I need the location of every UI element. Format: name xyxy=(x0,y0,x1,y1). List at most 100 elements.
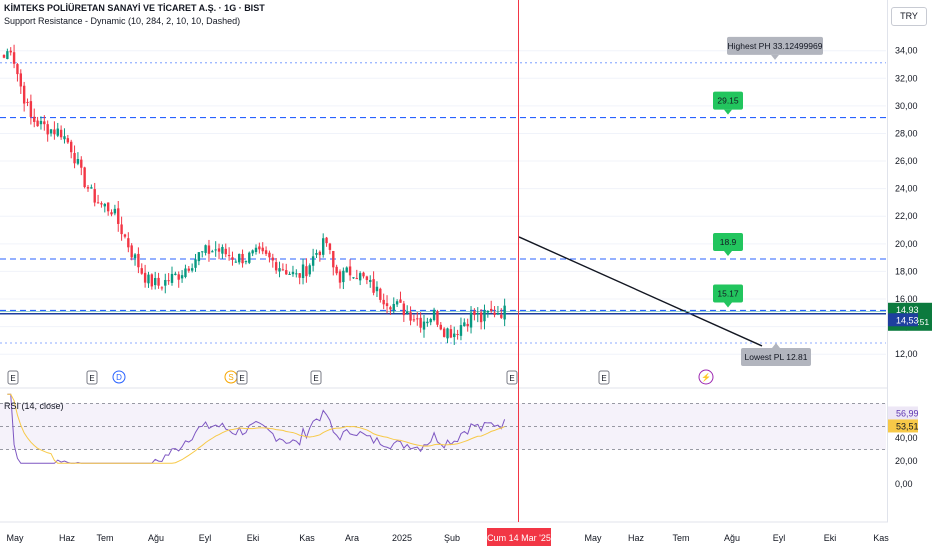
level-callout-label: Highest PH 33.12499969 xyxy=(728,41,823,51)
level-callout-label: 18.9 xyxy=(720,237,737,247)
time-tick-label: Kas xyxy=(299,533,315,543)
last-price-label: 14,93 xyxy=(896,305,919,315)
candle-body xyxy=(113,208,117,214)
chart-title: KİMTEKS POLİÜRETAN SANAYİ VE TİCARET A.Ş… xyxy=(4,3,265,13)
candle-body xyxy=(416,318,419,320)
candle-body xyxy=(211,251,214,253)
event-markers[interactable]: E E D S E E E E ⚡ xyxy=(7,369,714,385)
candle-body xyxy=(90,187,93,189)
rsi-value-badge xyxy=(888,406,918,420)
price-tick-label: 12,00 xyxy=(895,349,918,359)
candle-body xyxy=(80,159,83,168)
candle-body xyxy=(291,271,295,275)
candle-body xyxy=(352,277,355,279)
candle-body xyxy=(288,273,291,275)
candle-body xyxy=(130,245,133,258)
candle-body xyxy=(251,250,254,254)
candle-body xyxy=(355,278,358,280)
currency-button[interactable]: TRY xyxy=(891,7,927,26)
price-tick-label: 34,00 xyxy=(895,46,918,56)
time-tick-label: Eyl xyxy=(773,533,786,543)
price-candles xyxy=(2,44,506,345)
candle-body xyxy=(224,248,227,255)
candle-body xyxy=(439,324,442,330)
candle-body xyxy=(187,268,190,271)
candle-body xyxy=(261,247,264,252)
candle-body xyxy=(100,203,103,205)
prev-close-badge xyxy=(888,313,918,327)
level-callout-label: 29.15 xyxy=(717,96,739,106)
candle-body xyxy=(385,303,389,307)
candle-body xyxy=(46,124,49,135)
time-tick-label: May xyxy=(584,533,602,543)
level-callout xyxy=(713,91,743,110)
candle-body xyxy=(453,333,456,338)
candle-body xyxy=(70,141,73,153)
candle-body xyxy=(150,274,154,287)
candle-body xyxy=(56,128,59,136)
candle-body xyxy=(180,275,184,279)
candle-body xyxy=(86,187,90,189)
date-highlight-badge xyxy=(487,528,551,546)
candle-body xyxy=(449,329,453,338)
candle-body xyxy=(311,256,315,266)
price-tick-label: 18,00 xyxy=(895,266,918,276)
time-tick-label: Ara xyxy=(345,533,359,543)
indicator-name[interactable]: Support Resistance - Dynamic (10, 284, 2… xyxy=(4,16,241,26)
time-tick-label: Kas xyxy=(873,533,889,543)
rsi-ma-label: 53,51 xyxy=(896,421,919,431)
candle-body xyxy=(83,167,86,188)
candle-body xyxy=(264,250,268,254)
candle-body xyxy=(244,261,248,263)
candle-body xyxy=(43,121,46,125)
candle-body xyxy=(49,129,53,134)
candle-body xyxy=(154,278,157,286)
candle-body xyxy=(36,120,39,127)
candle-body xyxy=(389,307,392,310)
time-tick-label: Ağu xyxy=(724,533,740,543)
price-tick-label: 28,00 xyxy=(895,128,918,138)
time-tick-label: 2025 xyxy=(392,533,412,543)
candle-body xyxy=(231,257,234,260)
earnings-marker-label: E xyxy=(509,374,514,383)
candle-body xyxy=(2,54,6,58)
earnings-marker xyxy=(86,370,98,385)
candle-body xyxy=(26,101,29,103)
candle-body xyxy=(16,64,19,75)
candle-body xyxy=(459,325,463,336)
candle-body xyxy=(66,138,70,143)
candle-body xyxy=(490,308,493,311)
candle-body xyxy=(160,287,164,289)
candle-body xyxy=(157,277,160,286)
level-callout xyxy=(741,348,811,367)
level-callout xyxy=(713,233,743,252)
level-callout-label: 15.17 xyxy=(717,288,739,298)
rsi-tick-label: 40,00 xyxy=(895,433,918,443)
candle-body xyxy=(12,52,16,64)
candle-body xyxy=(184,268,187,278)
time-tick-label: Tem xyxy=(672,533,689,543)
support-resistance-levels xyxy=(0,62,886,347)
price-tick-label: 22,00 xyxy=(895,211,918,221)
candle-body xyxy=(73,152,76,164)
earnings-marker-label: E xyxy=(313,374,318,383)
rsi-label[interactable]: RSI (14, close) xyxy=(4,401,64,411)
candle-body xyxy=(369,279,372,282)
candle-body xyxy=(479,312,483,323)
candle-body xyxy=(110,212,113,215)
candle-body xyxy=(332,250,335,268)
candle-body xyxy=(338,271,342,283)
earnings-marker-label: E xyxy=(601,374,606,383)
level-callout xyxy=(727,36,823,55)
candle-body xyxy=(375,286,379,292)
candle-body xyxy=(285,270,288,275)
candle-body xyxy=(258,246,261,250)
candle-body xyxy=(217,248,221,252)
earnings-marker xyxy=(506,370,518,385)
candle-body xyxy=(167,280,170,282)
candle-body xyxy=(301,264,305,279)
candle-body xyxy=(295,273,298,275)
price-gridlines xyxy=(0,50,886,355)
rsi-tick-label: 0,00 xyxy=(895,479,913,489)
